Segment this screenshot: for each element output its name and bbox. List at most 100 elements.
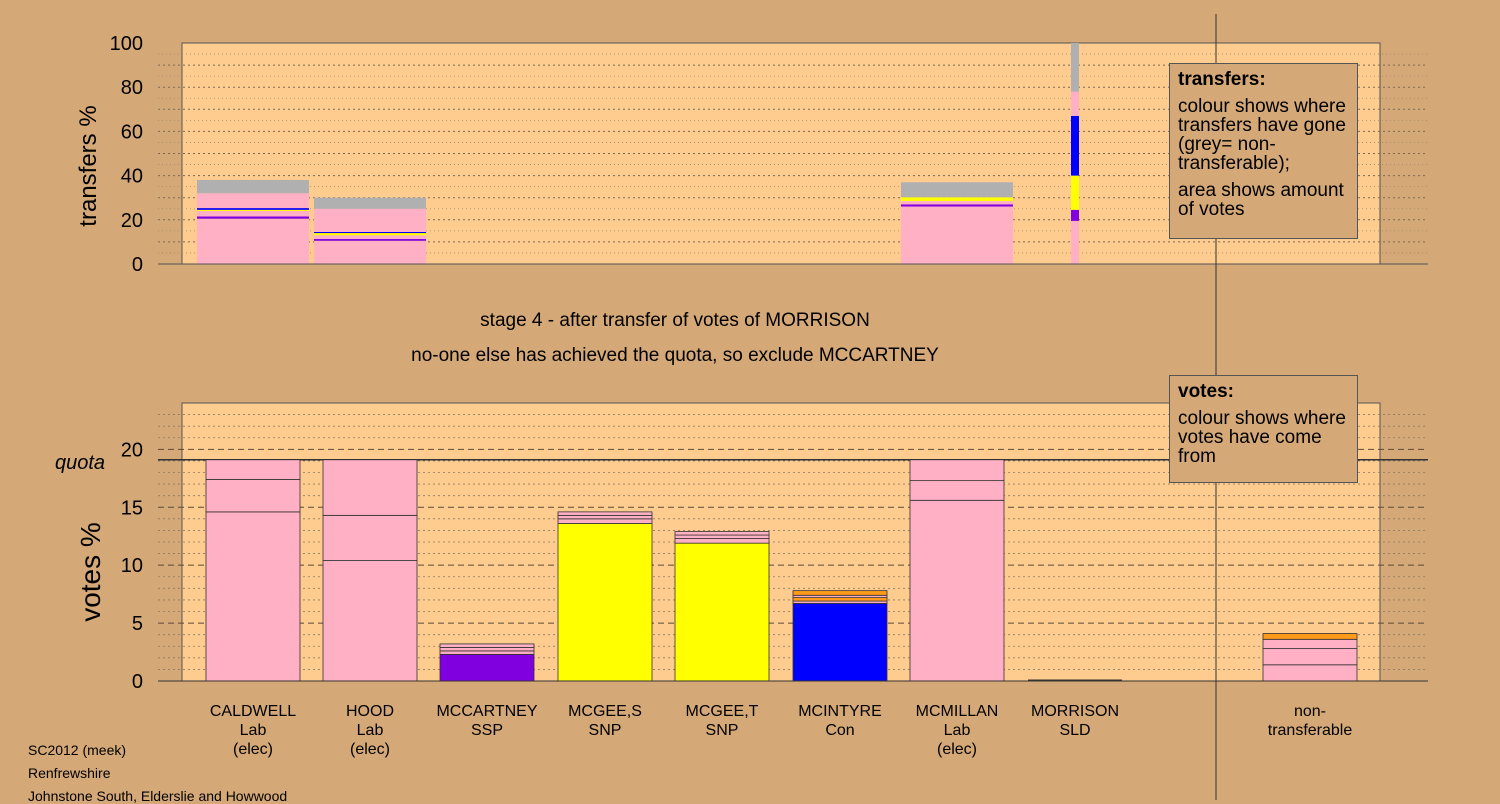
- transfer-segment-mcmillan: [901, 201, 1013, 205]
- transfer-segment-mcmillan: [901, 197, 1013, 202]
- vote-segment-mccartney: [439, 650, 535, 655]
- vote-segment-mcintyre: [792, 590, 888, 596]
- vote-segment-mcmillan: [909, 480, 1005, 501]
- votes-tick-label: 0: [132, 671, 143, 693]
- transfers-tick-label: 0: [132, 254, 143, 276]
- transfer-segment-morrison: [1071, 115, 1079, 176]
- footer-ward: Johnstone South, Elderslie and Howwood: [28, 788, 288, 804]
- transfer-segment-hood: [314, 197, 426, 209]
- candidate-label-mcgee,t: MCGEE,T: [686, 703, 759, 720]
- vote-segment-mcgee,s: [557, 514, 653, 520]
- vote-segment-mcgee,s: [557, 518, 653, 524]
- candidate-label-caldwell: Lab: [240, 722, 267, 739]
- candidate-label-mcgee,s: SNP: [589, 722, 622, 739]
- transfer-segment-caldwell: [197, 193, 309, 209]
- vote-segment-mccartney: [439, 647, 535, 652]
- transfer-segment-hood: [314, 208, 426, 232]
- candidate-label-morrison: MORRISON: [1031, 703, 1119, 720]
- footer-council: Renfrewshire: [28, 765, 111, 781]
- legend-votes-text: colour shows where votes have come from: [1178, 408, 1346, 467]
- vote-segment-mcgee,t: [674, 538, 770, 544]
- candidate-label-mcmillan: MCMILLAN: [916, 703, 999, 720]
- candidate-label-mcgee,t: SNP: [706, 722, 739, 739]
- legend-transfers-text: colour shows where transfers have gone (…: [1178, 96, 1346, 174]
- transfer-segment-mcmillan: [901, 182, 1013, 198]
- candidate-label-mcmillan: Lab: [944, 722, 971, 739]
- legend-transfers-area-text: area shows amount of votes: [1178, 180, 1344, 220]
- transfer-segment-mcmillan: [901, 204, 1013, 207]
- vote-segment-mcgee,t: [674, 542, 770, 682]
- candidate-label-mcmillan: (elec): [937, 741, 977, 758]
- candidate-label-hood: HOOD: [346, 703, 394, 720]
- transfer-segment-caldwell: [197, 209, 309, 211]
- legend-votes-title: votes:: [1178, 381, 1234, 402]
- vote-segment-hood: [322, 560, 418, 682]
- transfers-tick-label: 100: [110, 33, 143, 55]
- vote-segment-mcgee,s: [557, 511, 653, 516]
- transfer-segment-caldwell: [197, 210, 309, 217]
- transfer-segment-morrison: [1071, 91, 1079, 116]
- legend-transfers: transfers: colour shows where transfers …: [1169, 63, 1358, 239]
- candidate-label-mcgee,s: MCGEE,S: [568, 703, 642, 720]
- vote-segment-mcgee,t: [674, 531, 770, 536]
- transfer-segment-morrison: [1071, 43, 1079, 92]
- vote-segment-mcgee,s: [557, 523, 653, 682]
- transfers-axis-label: transfers %: [75, 105, 102, 226]
- transfers-tick-label: 80: [121, 77, 143, 99]
- transfer-segment-morrison: [1071, 175, 1079, 210]
- action-message: no-one else has achieved the quota, so e…: [411, 345, 939, 366]
- vote-segment-mcmillan: [909, 459, 1005, 482]
- candidate-label-hood: Lab: [357, 722, 384, 739]
- legend-votes: votes: colour shows where votes have com…: [1169, 375, 1358, 483]
- footer-source: SC2012 (meek): [28, 742, 127, 758]
- stage-message: stage 4 - after transfer of votes of MOR…: [480, 310, 870, 331]
- votes-tick-label: 10: [121, 555, 143, 577]
- vote-segment-hood: [322, 459, 418, 516]
- vote-segment-caldwell: [205, 479, 301, 513]
- transfer-segment-caldwell: [197, 216, 309, 219]
- candidate-label-mcintyre: MCINTYRE: [798, 703, 882, 720]
- vote-segment-non-: [1262, 633, 1358, 640]
- transfers-tick-label: 60: [121, 121, 143, 143]
- transfers-tick-label: 40: [121, 166, 143, 188]
- transfer-segment-caldwell: [197, 208, 309, 210]
- votes-tick-label: 5: [132, 613, 143, 635]
- vote-segment-mcmillan: [909, 499, 1005, 682]
- candidate-label-hood: (elec): [350, 741, 390, 758]
- vote-segment-caldwell: [205, 459, 301, 480]
- candidate-label-non-: non-: [1294, 703, 1326, 720]
- transfer-segment-morrison: [1071, 220, 1079, 264]
- transfer-segment-hood: [314, 240, 426, 264]
- legend-transfers-title: transfers:: [1178, 69, 1266, 90]
- candidate-label-caldwell: (elec): [233, 741, 273, 758]
- votes-axis-label: votes %: [75, 522, 106, 622]
- transfer-segment-morrison: [1071, 209, 1079, 221]
- vote-segment-non-: [1262, 638, 1358, 649]
- vote-segment-mccartney: [439, 643, 535, 648]
- vote-segment-mcintyre: [792, 597, 888, 602]
- candidate-label-mccartney: MCCARTNEY: [436, 703, 537, 720]
- vote-segment-non-: [1262, 648, 1358, 666]
- votes-tick-label: 15: [121, 497, 143, 519]
- transfer-segment-hood: [314, 231, 426, 234]
- candidate-label-caldwell: CALDWELL: [210, 703, 296, 720]
- vote-segment-non-: [1262, 664, 1358, 682]
- transfer-segment-caldwell: [197, 218, 309, 264]
- vote-segment-mcgee,t: [674, 534, 770, 539]
- votes-tick-label: 20: [121, 439, 143, 461]
- transfer-segment-hood: [314, 239, 426, 241]
- transfer-segment-caldwell: [197, 180, 309, 194]
- vote-segment-mcintyre: [792, 602, 888, 682]
- transfer-segment-hood: [314, 235, 426, 240]
- candidate-label-morrison: SLD: [1059, 722, 1090, 739]
- transfer-segment-hood: [314, 233, 426, 236]
- candidate-label-non-: transferable: [1268, 722, 1353, 739]
- vote-segment-caldwell: [205, 511, 301, 682]
- vote-segment-mccartney: [439, 653, 535, 682]
- vote-segment-hood: [322, 514, 418, 561]
- transfers-tick-label: 20: [121, 210, 143, 232]
- candidate-label-mcintyre: Con: [825, 722, 854, 739]
- quota-label: quota: [55, 452, 105, 474]
- transfer-segment-mcmillan: [901, 206, 1013, 264]
